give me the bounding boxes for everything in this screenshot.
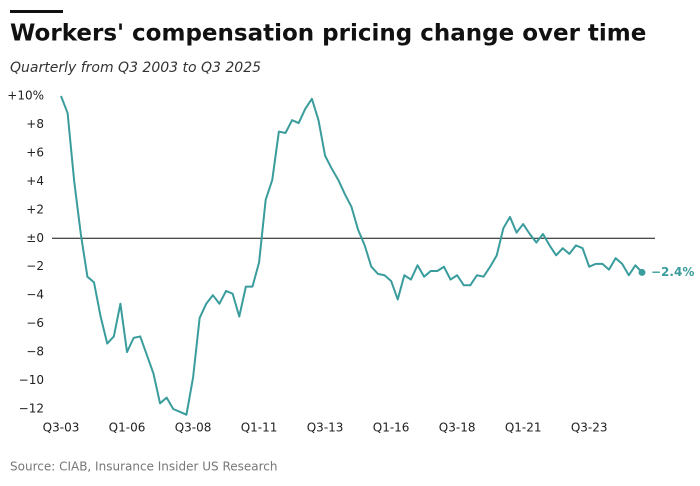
- x-tick-label: Q1-16: [373, 421, 410, 435]
- y-tick-label: +2: [26, 202, 44, 216]
- source: Source: CIAB, Insurance Insider US Resea…: [10, 460, 278, 474]
- chart-title: Workers' compensation pricing change ove…: [10, 21, 646, 47]
- line: [60, 95, 643, 416]
- x-tick-label: Q3-18: [439, 421, 476, 435]
- title-rule: [10, 10, 63, 13]
- y-tick-label: −8: [26, 345, 44, 359]
- y-tick-label: +6: [26, 145, 44, 159]
- y-tick-label: −2: [26, 259, 44, 273]
- x-tick-label: Q3-23: [571, 421, 608, 435]
- x-tick-label: Q1-21: [505, 421, 542, 435]
- y-tick-label: −12: [19, 402, 44, 416]
- chart-subtitle: Quarterly from Q3 2003 to Q3 2025: [10, 60, 261, 76]
- x-tick-label: Q1-06: [109, 421, 146, 435]
- end-point: [638, 268, 646, 276]
- value-label: −2.4%: [651, 265, 694, 279]
- x-tick-label: Q1-11: [241, 421, 278, 435]
- x-tick-label: Q3-03: [43, 421, 80, 435]
- y-tick-label: −6: [26, 316, 44, 330]
- x-tick-label: Q3-08: [175, 421, 212, 435]
- y-tick-label: +8: [26, 117, 44, 131]
- x-tick-label: Q3-13: [307, 421, 344, 435]
- y-tick-label: +10%: [7, 89, 44, 103]
- y-tick-label: ±0: [26, 231, 44, 245]
- y-tick-label: −4: [26, 288, 44, 302]
- y-tick-label: −10: [19, 373, 44, 387]
- y-tick-label: +4: [26, 174, 44, 188]
